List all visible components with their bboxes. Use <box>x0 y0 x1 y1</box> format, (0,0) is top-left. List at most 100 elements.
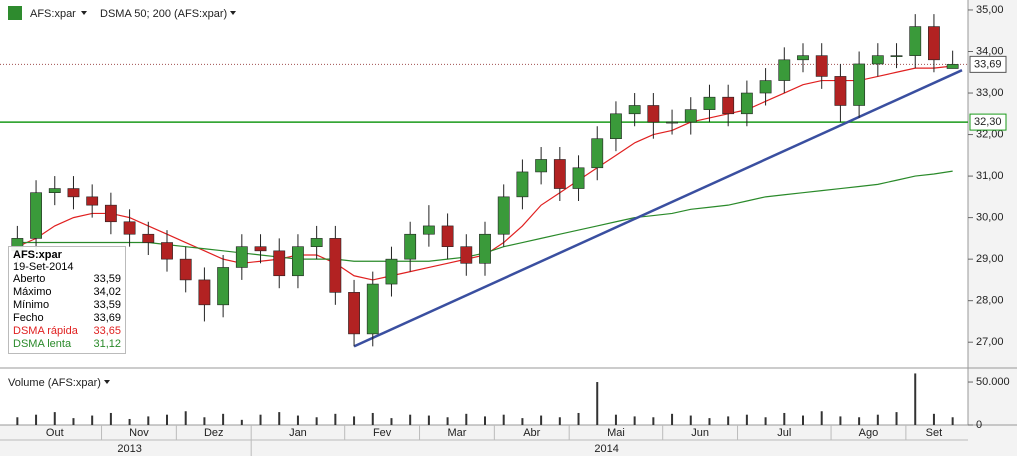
candle-body <box>853 63 866 106</box>
candle-body <box>67 188 80 198</box>
trendline <box>353 69 963 348</box>
v-tick-label: 0 <box>976 419 982 431</box>
volume-bar <box>652 417 655 425</box>
volume-bar <box>390 418 393 425</box>
volume-bar <box>259 414 262 425</box>
month-label: Ago <box>859 427 879 439</box>
candle-body <box>329 238 342 293</box>
candle-body <box>703 96 716 110</box>
volume-bar <box>577 412 580 425</box>
dropdown[interactable] <box>81 11 87 15</box>
candle-body <box>684 109 697 123</box>
info-value: 33,59 <box>93 299 121 311</box>
v-tick-label: 50.000 <box>976 376 1010 388</box>
candle-body <box>479 233 491 264</box>
dropdown[interactable] <box>230 11 236 15</box>
candle-body <box>142 233 155 243</box>
volume-bar <box>802 415 804 425</box>
candle-body <box>48 188 61 193</box>
candle-body <box>666 121 678 124</box>
volume-bar <box>35 414 38 425</box>
candle-body <box>310 238 323 247</box>
candle-body <box>179 258 192 281</box>
volume-bar <box>222 413 225 425</box>
candle-body <box>815 55 828 77</box>
candle-body <box>460 246 473 264</box>
info-label: DSMA lenta <box>13 338 72 350</box>
candle-body <box>516 171 529 198</box>
candle-body <box>404 233 417 260</box>
dropdown[interactable] <box>104 380 110 384</box>
volume-bar <box>858 417 861 425</box>
hline-label: 32,30 <box>974 116 1002 128</box>
volume-bar <box>820 411 823 425</box>
volume-bar <box>914 373 917 425</box>
candle-body <box>366 283 379 335</box>
volume-bar <box>371 412 374 425</box>
volume-bar <box>614 414 617 425</box>
candle-body <box>86 196 99 206</box>
y-tick-label: 32,00 <box>976 128 1004 140</box>
info-row: Máximo 34,02 <box>13 286 121 299</box>
info-label: Fecho <box>13 312 44 324</box>
volume-bar <box>465 413 468 425</box>
info-symbol: AFS:xpar <box>13 249 62 261</box>
volume-bar <box>109 412 112 425</box>
volume-bar <box>596 382 599 425</box>
candle-body <box>572 167 585 189</box>
info-row: Fecho 33,69 <box>13 312 121 325</box>
volume-bar <box>895 412 898 425</box>
volume-bar <box>147 416 150 425</box>
candle-body <box>161 242 173 260</box>
info-row: Aberto 33,59 <box>13 273 121 286</box>
volume-bar <box>427 415 430 425</box>
volume-bar <box>72 418 75 425</box>
indicator[interactable]: DSMA 50; 200 (AFS:xpar) <box>100 8 227 20</box>
candle-body <box>422 225 435 235</box>
candle-body <box>30 192 42 239</box>
volume-bar <box>521 418 524 425</box>
y-tick-label: 29,00 <box>976 253 1004 265</box>
candle-body <box>759 80 772 94</box>
volume-bar <box>353 416 356 425</box>
volume-bar <box>315 417 318 425</box>
month-label: Dez <box>204 427 224 439</box>
info-label: Aberto <box>13 273 46 285</box>
candle-body <box>497 196 510 235</box>
volume-bar <box>184 411 187 425</box>
info-row: DSMA lenta 31,12 <box>13 338 121 351</box>
month-label: Nov <box>129 427 149 439</box>
candle-body <box>722 96 735 115</box>
volume-bar <box>240 419 243 425</box>
candle-body <box>123 221 136 235</box>
info-value: 33,59 <box>93 273 121 285</box>
volume-bar <box>689 415 692 425</box>
candle-body <box>591 138 604 169</box>
volume-bar <box>540 415 543 425</box>
info-value: 33,65 <box>93 325 121 337</box>
symbol[interactable]: AFS:xpar <box>30 8 76 20</box>
volume-bar <box>876 414 879 425</box>
volume-bar <box>708 418 711 425</box>
label-box <box>969 113 1007 131</box>
candle-body <box>348 292 360 335</box>
candle-body <box>217 267 230 306</box>
candle-body <box>909 26 922 56</box>
volume-bar <box>16 417 19 425</box>
y-tick-label: 30,00 <box>976 212 1004 224</box>
price-panel <box>0 0 968 368</box>
month-label: Mai <box>607 427 625 439</box>
volume-bar <box>633 416 636 425</box>
month-label: Jun <box>691 427 709 439</box>
candle-body <box>553 159 566 189</box>
last-label: 33,69 <box>974 58 1002 70</box>
info-value: 33,69 <box>93 312 121 324</box>
volume-title[interactable]: Volume (AFS:xpar) <box>8 377 101 389</box>
volume-bar <box>484 416 486 425</box>
candle-body <box>273 250 286 277</box>
volume-bar <box>446 417 449 425</box>
info-box: AFS:xpar 19-Set-2014 Aberto 33,59 Máximo 34… <box>8 246 126 354</box>
symbol-icon[interactable] <box>8 6 22 20</box>
